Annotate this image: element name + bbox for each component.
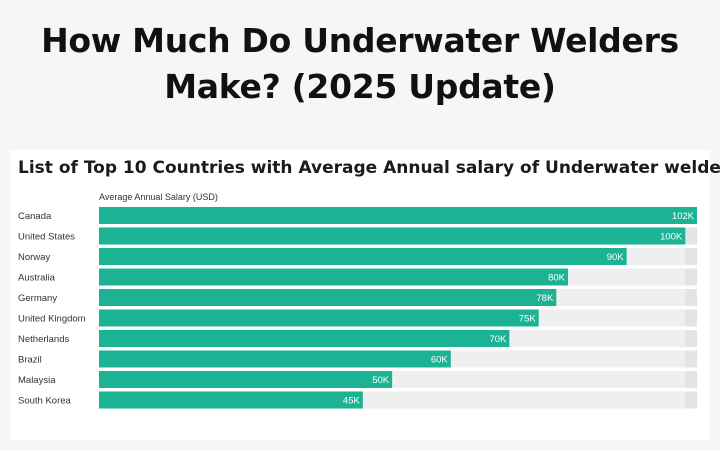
headline-line-2: Make? (2025 Update) [164,67,556,106]
data-label: 45K [343,396,361,407]
bar [99,371,393,388]
bar [99,309,539,327]
category-label: United States [18,232,75,243]
bar-track-edge [685,289,697,306]
category-label: Norway [18,252,50,263]
category-label: Australia [18,273,56,284]
bar-track-edge [685,350,697,368]
bar [99,248,627,265]
bar-track-edge [685,227,697,245]
x-axis-label: Average Annual Salary (USD) [99,192,218,202]
data-label: 78K [536,293,554,304]
category-label: Canada [18,211,52,222]
bar-track-edge [685,330,697,347]
chart-title: List of Top 10 Countries with Average An… [18,158,720,178]
data-label: 60K [431,355,449,366]
bar-track-edge [685,371,697,388]
headline: How Much Do Underwater Welders Make? (20… [0,18,720,110]
bar [99,330,510,347]
bar-track-edge [685,248,697,265]
bar [99,350,451,368]
bar-chart: Average Annual Salary (USD) Canada 102K Uni… [18,192,697,409]
bar-track-edge [685,309,697,327]
data-label: 70K [489,334,507,345]
bar [99,227,686,245]
data-label: 50K [372,375,390,386]
category-label: Malaysia [18,375,56,386]
bar [99,268,569,286]
category-label: South Korea [18,396,72,407]
bar-track-edge [685,268,697,286]
bar-track-edge [685,391,697,409]
chart-card: Average Annual Salary (USD) Canada 102K Uni… [10,150,720,440]
data-label: 100K [660,232,683,243]
category-label: Netherlands [18,334,69,345]
bar [99,289,557,306]
category-label: United Kingdom [18,314,86,325]
bar [99,391,363,409]
data-label: 80K [548,273,566,284]
category-label: Brazil [18,355,42,366]
data-label: 102K [672,211,695,222]
category-label: Germany [18,293,57,304]
headline-line-1: How Much Do Underwater Welders [41,21,679,60]
bar [99,207,697,224]
data-label: 75K [519,314,537,325]
data-label: 90K [607,252,625,263]
